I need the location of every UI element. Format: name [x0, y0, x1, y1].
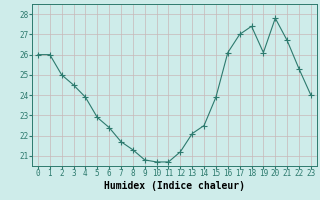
X-axis label: Humidex (Indice chaleur): Humidex (Indice chaleur) [104, 181, 245, 191]
